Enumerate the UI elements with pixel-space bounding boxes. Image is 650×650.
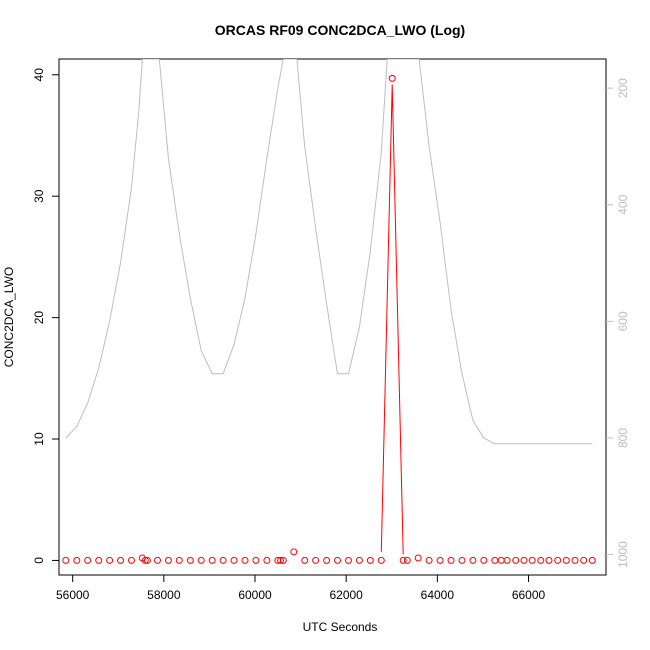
conc-point-44 — [497, 556, 505, 564]
conc-point-53 — [571, 556, 579, 564]
y-tick-label-1: 10 — [32, 432, 46, 446]
y2-tick-label-2: 600 — [616, 311, 630, 331]
conc-point-55 — [588, 556, 596, 564]
conc-point-8 — [141, 556, 149, 564]
conc-point-14 — [197, 556, 205, 564]
conc-point-25 — [301, 556, 309, 564]
pressure-line — [65, 59, 593, 445]
y-tick-label-2: 20 — [32, 311, 46, 325]
conc-point-28 — [334, 556, 341, 564]
x-tick-label-2: 60000 — [238, 588, 272, 602]
x-tick-label-1: 58000 — [147, 588, 181, 602]
y2-tick-label-0: 200 — [616, 78, 630, 98]
y2-tick-label-4: 1000 — [616, 541, 630, 568]
y-axis-right: 200 400 600 800 1000 — [606, 78, 630, 568]
conc-point-50 — [545, 556, 553, 564]
x-axis-label: UTC Seconds — [303, 620, 378, 634]
conc-point-34 — [399, 556, 407, 564]
conc-point-37 — [425, 556, 433, 564]
conc-point-36 — [414, 554, 422, 562]
conc-point-29 — [345, 556, 352, 564]
conc-point-12 — [175, 556, 183, 564]
y-tick-label-4: 40 — [32, 68, 46, 82]
conc-point-6 — [128, 556, 135, 564]
conc-point-17 — [230, 556, 238, 564]
y-axis-left: 0 10 20 30 40 — [32, 68, 59, 564]
conc-point-30 — [355, 556, 363, 564]
conc-point-15 — [208, 556, 216, 564]
conc-point-38 — [436, 556, 444, 564]
conc-point-10 — [154, 556, 161, 564]
conc-point-23 — [279, 556, 287, 564]
conc-point-18 — [241, 556, 249, 564]
pressure-series — [65, 59, 593, 445]
conc-point-32 — [377, 556, 385, 564]
conc-point-4 — [106, 556, 114, 564]
conc-series — [62, 74, 596, 564]
conc-point-11 — [164, 556, 172, 564]
conc-point-27 — [323, 556, 331, 564]
conc-point-54 — [580, 556, 588, 564]
conc-point-1 — [73, 556, 81, 564]
conc-point-16 — [219, 556, 227, 564]
chart-title: ORCAS RF09 CONC2DCA_LWO (Log) — [215, 22, 465, 38]
conc-point-13 — [186, 556, 194, 564]
conc-point-9 — [143, 556, 151, 564]
conc-point-52 — [562, 556, 570, 564]
conc-point-22 — [277, 556, 284, 564]
conc-point-41 — [469, 556, 477, 564]
y2-tick-label-3: 800 — [616, 428, 630, 448]
conc-point-5 — [117, 556, 124, 564]
conc-point-0 — [62, 556, 70, 564]
conc-point-19 — [252, 556, 260, 564]
conc-point-35 — [403, 556, 411, 564]
conc-point-45 — [503, 556, 511, 564]
conc-point-43 — [491, 556, 499, 564]
y2-tick-label-1: 400 — [616, 194, 630, 214]
conc-point-20 — [263, 556, 271, 564]
conc-point-33 — [388, 74, 396, 82]
conc-point-47 — [520, 556, 528, 564]
x-tick-label-0: 56000 — [56, 588, 90, 602]
conc-point-39 — [447, 556, 455, 564]
x-tick-label-4: 64000 — [421, 588, 455, 602]
conc-point-26 — [312, 556, 320, 564]
conc-point-48 — [528, 556, 536, 564]
conc-point-3 — [95, 556, 103, 564]
x-axis: 56000 58000 60000 62000 64000 66000 — [56, 575, 546, 602]
conc-point-24 — [290, 548, 298, 556]
conc-point-2 — [84, 556, 92, 564]
x-tick-label-3: 62000 — [329, 588, 363, 602]
y-tick-label-0: 0 — [32, 557, 46, 564]
conc-point-46 — [512, 556, 520, 564]
conc-point-51 — [554, 556, 562, 564]
y-axis-label: CONC2DCA_LWO — [2, 267, 16, 367]
conc-point-31 — [366, 556, 374, 564]
conc-line — [380, 84, 404, 555]
conc-point-42 — [480, 556, 488, 564]
x-tick-label-5: 66000 — [512, 588, 546, 602]
conc-point-40 — [458, 556, 466, 564]
y-tick-label-3: 30 — [32, 189, 46, 203]
conc-point-49 — [537, 556, 545, 564]
plot-frame — [58, 58, 607, 576]
